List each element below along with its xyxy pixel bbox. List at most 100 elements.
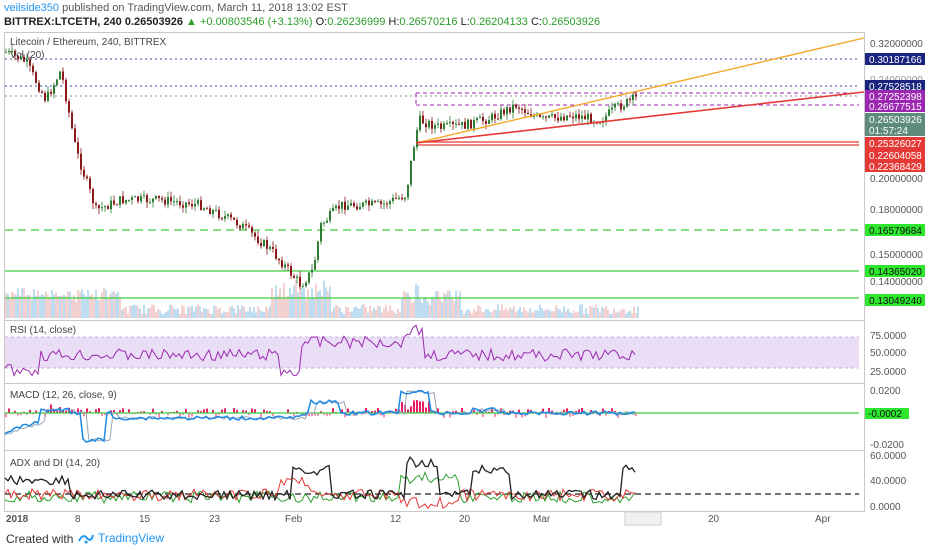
macd-hist-bar xyxy=(101,413,103,417)
ohlc-high: H:0.26570216 xyxy=(388,16,458,28)
candle-body xyxy=(209,208,211,215)
candle-body xyxy=(551,114,553,116)
volume-bar xyxy=(123,307,125,318)
macd-hist-bar xyxy=(494,413,496,417)
trendline-orange[interactable] xyxy=(415,37,865,144)
candle-body xyxy=(614,103,616,108)
volume-bar xyxy=(199,306,201,318)
volume-bar xyxy=(471,313,473,318)
trendline-red[interactable] xyxy=(415,91,865,144)
volume-bar xyxy=(503,310,505,318)
macd-hist-bar xyxy=(449,413,451,418)
volume-bar xyxy=(527,312,529,318)
volume-bar xyxy=(357,308,359,318)
price-tags: 0.30187166 0.275285180.272523980.26677515… xyxy=(865,53,925,307)
macd-hist-bar xyxy=(233,408,235,413)
volume-bar xyxy=(289,288,291,318)
volume-bar xyxy=(589,305,591,318)
volume-bar xyxy=(65,296,67,318)
macd-hist-bar xyxy=(611,408,613,413)
volume-bar xyxy=(521,311,523,318)
axis-tick: 0.14000000 xyxy=(870,277,923,288)
volume-bar xyxy=(391,310,393,318)
candle-body xyxy=(467,119,469,129)
macd-hist-bar xyxy=(8,408,10,413)
macd-hist-bar xyxy=(455,410,457,413)
candle-body xyxy=(41,91,43,93)
volume-bar xyxy=(433,297,435,318)
volume-bar xyxy=(247,311,249,318)
tradingview-brand-link[interactable]: TradingView xyxy=(98,531,165,545)
candle-body xyxy=(284,264,286,268)
candle-body xyxy=(29,59,31,66)
published-text: published on TradingView.com, March 11, … xyxy=(62,2,348,14)
volume-bar xyxy=(67,291,69,318)
up-arrow-icon: ▲ xyxy=(186,16,197,28)
candle-body xyxy=(77,142,79,154)
candle-body xyxy=(410,160,412,185)
volume-bar xyxy=(605,306,607,318)
volume-bar xyxy=(533,311,535,318)
chart-canvas[interactable]: Litecoin / Ethereum, 240, BITTREX Vol (2… xyxy=(0,0,932,527)
volume-bar xyxy=(489,311,491,318)
adx-line xyxy=(4,456,636,502)
volume-bar xyxy=(227,311,229,318)
volume-bar xyxy=(541,308,543,318)
volume-bar xyxy=(131,305,133,318)
candle-body xyxy=(482,117,484,121)
candle-body xyxy=(491,113,493,121)
macd-hist-bar xyxy=(176,410,178,413)
pane-frames xyxy=(4,32,865,512)
candle-body xyxy=(464,121,466,129)
level-lines xyxy=(5,58,859,299)
macd-hist-bar xyxy=(569,413,571,417)
volume-bar xyxy=(331,311,333,318)
volume-bar xyxy=(179,313,181,318)
volume-bar xyxy=(285,298,287,318)
macd-hist-bar xyxy=(485,411,487,413)
volume-bar xyxy=(513,305,515,318)
username-link[interactable]: veilside350 xyxy=(4,2,60,14)
volume-bar xyxy=(497,304,499,318)
volume-bar xyxy=(621,308,623,318)
macd-hist-bar xyxy=(563,409,565,413)
macd-hist-bar xyxy=(476,413,478,416)
price-tag-box xyxy=(865,113,925,125)
symbol-label[interactable]: BITTREX:LTCETH, 240 xyxy=(4,16,122,28)
volume-bar xyxy=(629,310,631,318)
volume-bar xyxy=(617,312,619,318)
candle-body xyxy=(608,109,610,116)
volume-bar xyxy=(595,304,597,318)
macd-hist-bar xyxy=(212,409,214,413)
candle-body xyxy=(23,56,25,62)
candle-body xyxy=(89,178,91,190)
volume-bar xyxy=(363,304,365,318)
macd-hist-bar xyxy=(566,408,568,413)
rsi-tick: 75.0000 xyxy=(870,331,907,342)
volume-bar xyxy=(91,294,93,318)
candle-body xyxy=(17,55,19,60)
volume-bar xyxy=(479,306,481,318)
candle-body xyxy=(599,122,601,124)
macd-hist-bar xyxy=(242,410,244,413)
candle-body xyxy=(326,220,328,223)
candle-body xyxy=(317,241,319,260)
macd-hist-bar xyxy=(197,410,199,413)
candle-body xyxy=(107,206,109,210)
volume-bar xyxy=(451,296,453,318)
volume-bar xyxy=(599,312,601,318)
volume-bar xyxy=(571,313,573,318)
candle-body xyxy=(380,201,382,205)
candle-body xyxy=(320,223,322,242)
candle-body xyxy=(104,206,106,208)
volume-bar xyxy=(381,312,383,318)
macd-hist-bar xyxy=(53,410,55,413)
candle-body xyxy=(362,202,364,207)
volume-bar xyxy=(263,312,265,318)
volume-bar xyxy=(303,287,305,318)
volume-bar xyxy=(581,304,583,318)
volume-bar xyxy=(563,306,565,318)
macd-hist-bar xyxy=(266,410,268,413)
volume-bar xyxy=(435,291,437,318)
volume-bar xyxy=(509,307,511,318)
